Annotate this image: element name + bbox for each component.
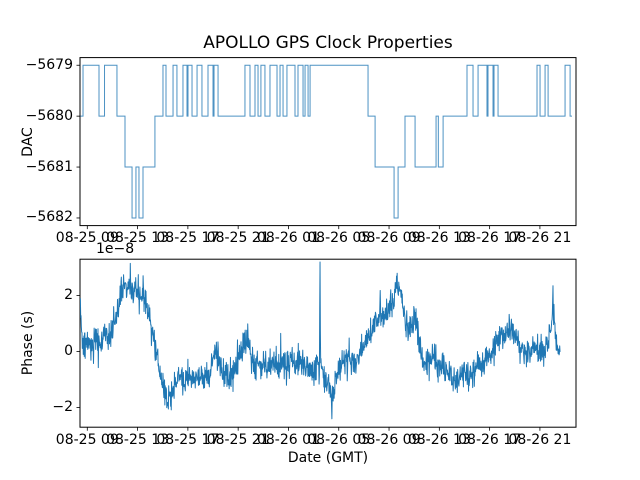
x-axis-label: Date (GMT) [287,450,369,466]
x-tick-label: 08-25 13 [106,431,170,448]
dac-step-line [80,64,572,219]
y-tick-label: −2 [52,399,73,416]
x-tick-label: 08-26 01 [256,431,320,448]
x-tick-label: 08-25 13 [106,230,170,247]
y-axis-offset-text: 1e−8 [96,241,135,257]
y-tick-label: −5679 [25,56,73,73]
x-tick-label: 08-26 17 [458,230,522,247]
axes-dac [76,57,577,230]
x-tick-label: 08-26 13 [407,230,471,247]
x-tick-label: 08-26 09 [357,431,421,448]
x-tick-label: 08-26 01 [256,230,320,247]
x-tick-label: 08-26 21 [508,431,572,448]
x-tick-label: 08-26 05 [307,431,371,448]
x-tick-label: 08-26 17 [458,431,522,448]
y-tick-label: −5681 [25,158,73,175]
phase-line [80,261,561,420]
y-tick-label: −5680 [25,107,73,124]
x-tick-label: 08-25 17 [156,230,220,247]
x-tick-label: 08-25 21 [206,230,270,247]
chart-title: APOLLO GPS Clock Properties [203,33,453,53]
x-tick-label: 08-25 17 [156,431,220,448]
x-tick-label: 08-26 13 [407,431,471,448]
x-tick-label: 08-26 21 [508,230,572,247]
x-tick-label: 08-26 05 [307,230,371,247]
y-tick-label: −5682 [25,209,73,226]
y-tick-label: 2 [64,287,73,304]
x-tick-label: 08-25 09 [55,230,119,247]
x-tick-label: 08-25 09 [55,431,119,448]
y-axis-label-dac: DAC [20,127,36,157]
y-axis-label-phase: Phase (s) [20,310,36,376]
axes-phase [76,258,577,431]
x-tick-label: 08-26 09 [357,230,421,247]
y-tick-label: 0 [64,343,73,360]
x-tick-label: 08-25 21 [206,431,270,448]
